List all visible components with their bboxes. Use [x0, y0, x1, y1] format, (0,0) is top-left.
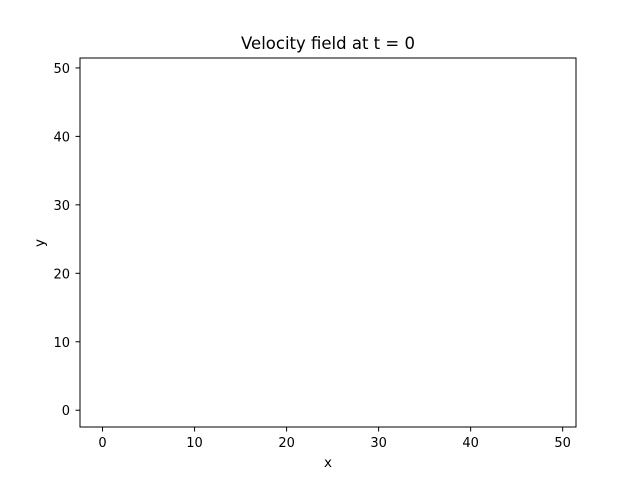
chart-title: Velocity field at t = 0 [241, 34, 415, 53]
y-tick-label: 50 [53, 62, 70, 77]
x-tick-label: 0 [98, 436, 106, 451]
x-axis-label: x [324, 455, 332, 471]
x-tick-label: 20 [278, 436, 295, 451]
y-axis-label: y [32, 239, 48, 247]
x-tick-label: 50 [554, 436, 571, 451]
y-tick-label: 40 [53, 130, 70, 145]
x-tick-label: 40 [462, 436, 479, 451]
y-tick-label: 0 [62, 404, 70, 419]
x-tick-label: 30 [370, 436, 387, 451]
y-tick-label: 30 [53, 199, 70, 214]
x-axis: 0 10 20 30 40 50 [98, 427, 571, 451]
x-tick-label: 10 [186, 436, 203, 451]
y-tick-label: 10 [53, 336, 70, 351]
axes-frame [79, 57, 577, 428]
y-tick-label: 20 [53, 267, 70, 282]
y-axis: 0 10 20 30 40 50 [53, 62, 80, 419]
